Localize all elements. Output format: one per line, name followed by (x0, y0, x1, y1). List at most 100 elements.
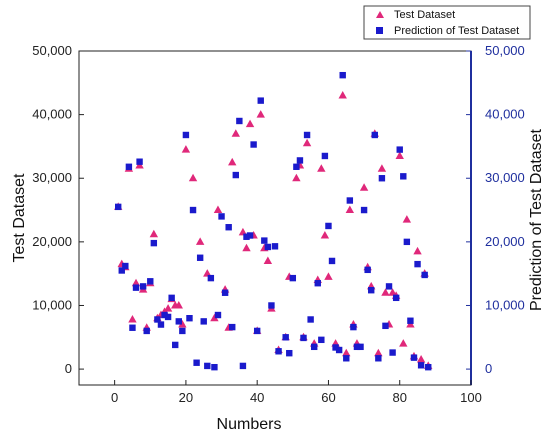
prediction-point (343, 355, 350, 362)
test-dataset-point (402, 215, 412, 223)
prediction-point (364, 266, 371, 274)
prediction-point (360, 206, 368, 214)
prediction-point (122, 262, 129, 270)
prediction-point (318, 336, 325, 344)
prediction-point (400, 173, 407, 180)
prediction-point (186, 315, 193, 322)
legend: Test Dataset Prediction of Test Dataset (363, 5, 531, 40)
prediction-point (307, 316, 314, 323)
prediction-point (207, 274, 215, 282)
y-left-tick-label: 50,000 (32, 43, 72, 58)
prediction-point (321, 152, 329, 160)
x-tick-label: 60 (321, 390, 335, 405)
prediction-point (239, 362, 247, 370)
test-dataset-point (320, 230, 330, 239)
prediction-point (132, 284, 140, 291)
test-dataset-point (163, 304, 173, 312)
prediction-point (193, 359, 200, 366)
prediction-point (143, 327, 150, 335)
test-dataset-point (413, 246, 422, 255)
x-tick-label: 40 (250, 390, 264, 405)
prediction-point (325, 222, 332, 230)
prediction-point (147, 278, 154, 285)
prediction-point (232, 171, 239, 179)
prediction-point (389, 349, 396, 356)
prediction-point (293, 163, 300, 170)
prediction-point (139, 283, 147, 290)
prediction-point (200, 318, 207, 325)
test-dataset-point (174, 300, 183, 309)
prediction-point (253, 327, 261, 335)
prediction-point (300, 334, 307, 342)
test-dataset-point (395, 151, 404, 159)
prediction-point (425, 363, 432, 371)
prediction-point (182, 131, 190, 139)
prediction-point (268, 302, 275, 309)
prediction-point (286, 349, 293, 357)
prediction-point (378, 175, 386, 182)
y-left-tick-label: 30,000 (32, 170, 72, 185)
prediction-point (229, 323, 236, 331)
prediction-point (175, 318, 182, 325)
y-right-tick-label: 40,000 (485, 107, 525, 122)
prediction-point (168, 294, 175, 302)
test-dataset-point (131, 278, 141, 287)
legend-label-prediction: Prediction of Test Dataset (394, 25, 519, 37)
prediction-point (357, 343, 364, 351)
prediction-point (417, 362, 425, 369)
prediction-point (396, 146, 403, 153)
prediction-point (332, 344, 339, 351)
legend-label-test: Test Dataset (394, 9, 455, 21)
prediction-point (311, 343, 318, 351)
data-points (114, 71, 433, 371)
prediction-point (243, 233, 250, 240)
test-dataset-point (178, 320, 187, 328)
y-right-tick-label: 50,000 (485, 43, 525, 58)
test-dataset-point (338, 91, 347, 99)
test-dataset-point (388, 288, 397, 296)
test-dataset-point (149, 229, 159, 238)
prediction-point (150, 239, 158, 247)
test-dataset-point (292, 173, 301, 182)
prediction-point (129, 324, 136, 331)
test-dataset-point (342, 348, 351, 357)
prediction-point (385, 283, 393, 290)
y-axis-left-title: Test Dataset (11, 173, 28, 262)
prediction-point (296, 157, 304, 164)
prediction-point (261, 237, 268, 244)
y-right-tick-label: 20,000 (485, 234, 525, 249)
prediction-point (275, 348, 282, 355)
test-dataset-point (317, 164, 326, 172)
prediction-point (179, 327, 186, 335)
prediction-point (368, 287, 375, 294)
prediction-point (214, 311, 222, 319)
y-axis-right-title: Prediction of Test Dataset (528, 128, 545, 311)
prediction-point (218, 213, 225, 220)
test-dataset-point (242, 243, 251, 252)
prediction-point (250, 141, 257, 148)
test-dataset-point (377, 164, 387, 172)
prediction-point (392, 294, 400, 302)
prediction-point (303, 131, 311, 139)
prediction-point (204, 362, 211, 370)
prediction-point (410, 354, 418, 361)
prediction-point (225, 224, 232, 231)
x-axis-ticks: 0 20 40 60 80 100 (111, 380, 482, 405)
x-tick-label: 100 (460, 390, 482, 405)
x-tick-label: 0 (111, 390, 118, 405)
prediction-point (136, 158, 143, 165)
test-dataset-point (359, 183, 369, 191)
x-tick-label: 80 (392, 390, 406, 405)
prediction-point (271, 243, 279, 250)
prediction-point (211, 363, 218, 371)
y-left-tick-label: 10,000 (32, 297, 72, 312)
prediction-point (414, 260, 421, 268)
y-axis-left-ticks: 0 10,000 20,000 30,000 40,000 50,000 (32, 43, 84, 376)
test-dataset-point (302, 138, 312, 147)
prediction-point (221, 289, 229, 296)
test-dataset-point (210, 313, 219, 322)
prediction-point (246, 232, 254, 239)
prediction-point (328, 257, 336, 265)
prediction-point (282, 334, 289, 341)
